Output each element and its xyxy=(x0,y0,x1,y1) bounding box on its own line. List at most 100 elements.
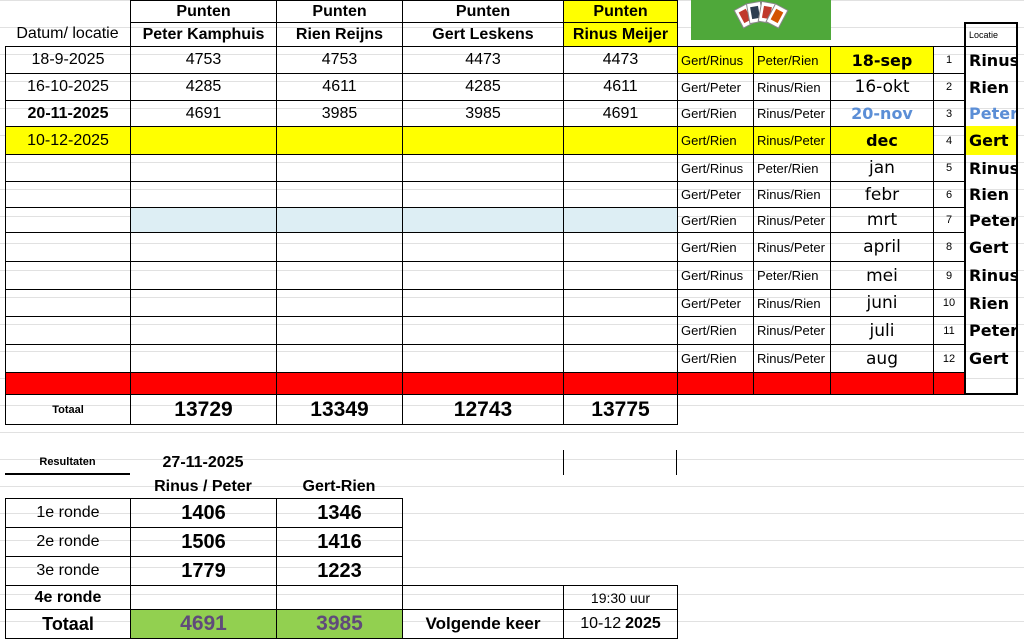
pair2-cell[interactable]: Rinus/Peter xyxy=(753,344,831,373)
pair2-cell[interactable]: Rinus/Rien xyxy=(753,73,831,101)
locatie-cell[interactable]: Gert xyxy=(964,232,1018,262)
score-cell[interactable] xyxy=(276,316,403,345)
pair2-cell[interactable]: Peter/Rien xyxy=(753,261,831,290)
score-cell[interactable] xyxy=(276,207,403,233)
score-cell[interactable] xyxy=(130,261,277,290)
pair2-cell[interactable]: Rinus/Rien xyxy=(753,289,831,317)
score-cell[interactable]: 4691 xyxy=(130,100,277,127)
pair2-cell[interactable]: Rinus/Peter xyxy=(753,100,831,127)
score-cell[interactable] xyxy=(276,289,403,317)
score-cell[interactable] xyxy=(402,207,564,233)
locatie-cell[interactable]: Rinus xyxy=(964,261,1018,290)
score-cell[interactable] xyxy=(276,181,403,208)
score-cell[interactable] xyxy=(563,261,678,290)
pair1-cell[interactable]: Gert/Peter xyxy=(677,73,754,101)
ronde-value[interactable]: 1779 xyxy=(130,556,277,586)
score-cell[interactable]: 4473 xyxy=(563,46,678,74)
score-cell[interactable] xyxy=(402,344,564,373)
date-cell[interactable] xyxy=(5,154,131,182)
date-cell[interactable] xyxy=(5,261,131,290)
pair2-cell[interactable]: Rinus/Rien xyxy=(753,181,831,208)
score-cell[interactable] xyxy=(563,207,678,233)
month-cell[interactable]: 16-okt xyxy=(830,73,934,101)
locatie-cell[interactable]: Rien xyxy=(964,73,1018,101)
score-cell[interactable] xyxy=(130,154,277,182)
month-cell[interactable]: dec xyxy=(830,126,934,155)
score-cell[interactable] xyxy=(563,181,678,208)
month-cell[interactable]: febr xyxy=(830,181,934,208)
score-cell[interactable]: 3985 xyxy=(276,100,403,127)
score-cell[interactable] xyxy=(563,126,678,155)
locatie-cell[interactable]: Rinus xyxy=(964,46,1018,74)
score-cell[interactable] xyxy=(402,261,564,290)
pair2-cell[interactable]: Rinus/Peter xyxy=(753,232,831,262)
month-cell[interactable]: aug xyxy=(830,344,934,373)
score-cell[interactable]: 4473 xyxy=(402,46,564,74)
volgende-keer-date[interactable]: 10-12 2025 xyxy=(563,609,678,639)
month-cell[interactable]: mrt xyxy=(830,207,934,233)
score-cell[interactable]: 3985 xyxy=(402,100,564,127)
score-cell[interactable] xyxy=(130,344,277,373)
score-cell[interactable] xyxy=(402,316,564,345)
pair2-cell[interactable]: Peter/Rien xyxy=(753,154,831,182)
score-cell[interactable] xyxy=(402,181,564,208)
locatie-cell[interactable]: Peter xyxy=(964,316,1018,345)
ronde-value[interactable]: 1346 xyxy=(276,498,403,528)
date-cell[interactable] xyxy=(5,316,131,345)
ronde-value[interactable]: 1406 xyxy=(130,498,277,528)
month-cell[interactable]: juni xyxy=(830,289,934,317)
score-cell[interactable] xyxy=(563,344,678,373)
pair1-cell[interactable]: Gert/Rien xyxy=(677,344,754,373)
date-cell[interactable]: 16-10-2025 xyxy=(5,73,131,101)
month-cell[interactable]: mei xyxy=(830,261,934,290)
score-cell[interactable] xyxy=(563,154,678,182)
month-cell[interactable]: juli xyxy=(830,316,934,345)
score-cell[interactable] xyxy=(402,232,564,262)
pair1-cell[interactable]: Gert/Rien xyxy=(677,100,754,127)
pair1-cell[interactable]: Gert/Rien xyxy=(677,126,754,155)
score-cell[interactable]: 4753 xyxy=(130,46,277,74)
score-cell[interactable] xyxy=(130,316,277,345)
date-cell[interactable] xyxy=(5,207,131,233)
score-cell[interactable] xyxy=(130,181,277,208)
pair1-cell[interactable]: Gert/Rien xyxy=(677,316,754,345)
score-cell[interactable]: 4611 xyxy=(276,73,403,101)
locatie-cell[interactable]: Rinus xyxy=(964,154,1018,182)
score-cell[interactable]: 4285 xyxy=(402,73,564,101)
score-cell[interactable] xyxy=(402,154,564,182)
score-cell[interactable] xyxy=(276,344,403,373)
score-cell[interactable] xyxy=(130,289,277,317)
score-cell[interactable] xyxy=(402,289,564,317)
date-cell[interactable]: 18-9-2025 xyxy=(5,46,131,74)
date-cell[interactable] xyxy=(5,344,131,373)
score-cell[interactable] xyxy=(130,126,277,155)
locatie-cell[interactable]: Peter xyxy=(964,207,1018,233)
ronde-value[interactable]: 1506 xyxy=(130,527,277,557)
locatie-cell[interactable]: Rien xyxy=(964,289,1018,317)
ronde-value[interactable]: 1223 xyxy=(276,556,403,586)
pair1-cell[interactable]: Gert/Rien xyxy=(677,207,754,233)
month-cell[interactable]: 20-nov xyxy=(830,100,934,127)
month-cell[interactable]: 18-sep xyxy=(830,46,934,74)
pair2-cell[interactable]: Rinus/Peter xyxy=(753,316,831,345)
score-cell[interactable]: 4753 xyxy=(276,46,403,74)
score-cell[interactable] xyxy=(563,232,678,262)
score-cell[interactable] xyxy=(563,316,678,345)
ronde-value[interactable]: 1416 xyxy=(276,527,403,557)
locatie-cell[interactable]: Gert xyxy=(964,126,1018,155)
date-cell[interactable] xyxy=(5,289,131,317)
pair1-cell[interactable]: Gert/Rinus xyxy=(677,154,754,182)
score-cell[interactable] xyxy=(563,289,678,317)
pair2-cell[interactable]: Rinus/Peter xyxy=(753,207,831,233)
score-cell[interactable] xyxy=(276,232,403,262)
score-cell[interactable]: 4611 xyxy=(563,73,678,101)
date-cell[interactable]: 10-12-2025 xyxy=(5,126,131,155)
locatie-cell[interactable]: Gert xyxy=(964,344,1018,373)
score-cell[interactable] xyxy=(130,232,277,262)
pair1-cell[interactable]: Gert/Peter xyxy=(677,289,754,317)
ronde-value[interactable] xyxy=(130,585,277,610)
score-cell[interactable] xyxy=(276,126,403,155)
pair1-cell[interactable]: Gert/Rien xyxy=(677,232,754,262)
score-cell[interactable] xyxy=(402,126,564,155)
locatie-cell[interactable]: Peter xyxy=(964,100,1018,127)
